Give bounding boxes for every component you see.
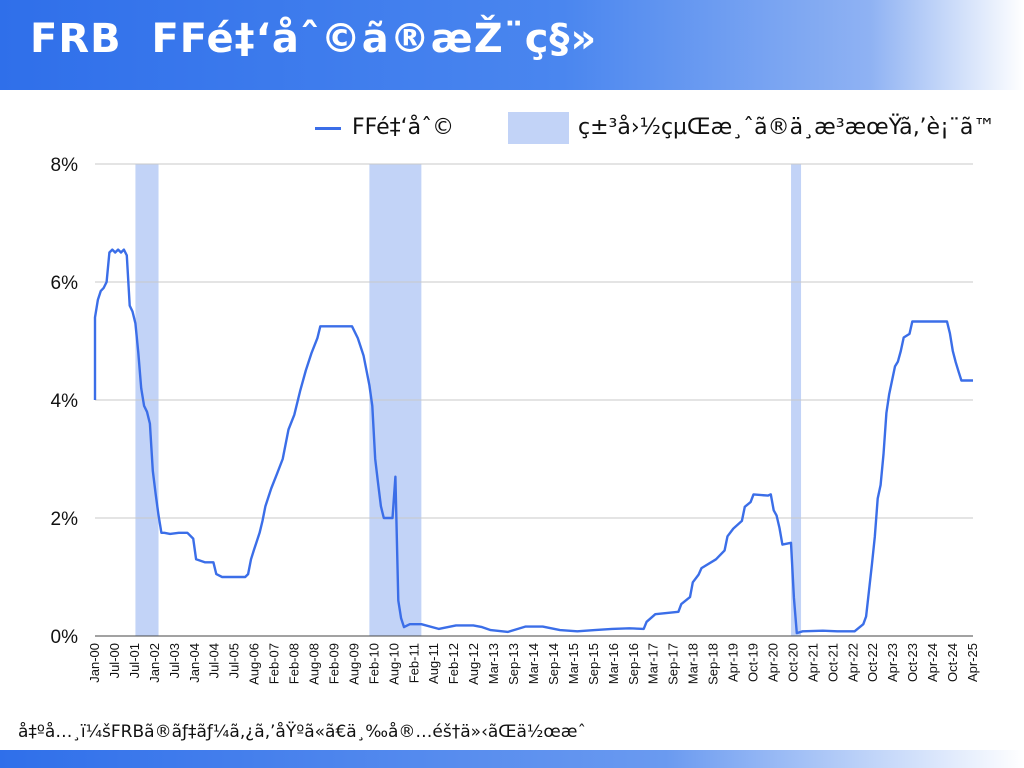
x-tick-label-24: Mar-15 (566, 643, 581, 684)
x-tick-label-38: Apr-22 (845, 643, 860, 682)
x-tick-label-17: Aug-11 (426, 643, 441, 684)
x-tick-label-19: Aug-12 (466, 643, 481, 685)
x-tick-label-23: Sep-14 (546, 643, 561, 685)
source-note: å‡ºå…¸ï¼šFRBã®ãƒ‡ãƒ¼ã‚¿ã‚’åŸºã«ã€ä¸‰å®…é… (18, 722, 586, 742)
x-tick-label-27: Sep-16 (626, 643, 641, 685)
x-tick-label-22: Mar-14 (526, 643, 541, 684)
x-tick-label-20: Mar-13 (486, 643, 501, 684)
x-tick-label-35: Oct-20 (785, 643, 800, 682)
x-tick-label-18: Feb-12 (446, 643, 461, 684)
x-tick-label-7: Jul-05 (227, 643, 242, 678)
page-title: FRB FFé‡‘åˆ©ã®æŽ¨ç§» (30, 16, 598, 62)
x-tick-label-9: Feb-07 (267, 643, 282, 684)
x-tick-label-0: Jan-00 (87, 643, 102, 683)
legend-line-swatch (315, 127, 341, 130)
legend-recession-label: ç±³å›½çµŒæ¸ˆã®ä¸æ³æœŸã‚’è¡¨ã™ (578, 115, 996, 140)
x-tick-label-1: Jul-00 (107, 643, 122, 678)
x-tick-label-31: Sep-18 (706, 643, 721, 685)
x-tick-label-43: Oct-24 (945, 643, 960, 682)
y-tick-label-0: 0% (51, 627, 79, 648)
fed-funds-rate-chart: 0% 2% 4% 6% 8% Jan-00 Jul-00 Jul-01 Jan-02 Jul-03… (51, 155, 980, 685)
legend-recession-swatch (508, 112, 569, 144)
x-tick-label-25: Sep-15 (586, 643, 601, 685)
y-tick-label-4: 8% (51, 155, 79, 176)
x-tick-label-36: Apr-21 (805, 643, 820, 682)
x-tick-label-21: Sep-13 (506, 643, 521, 685)
x-tick-label-33: Oct-19 (746, 643, 761, 682)
x-tick-label-28: Mar-17 (646, 643, 661, 684)
x-tick-label-41: Oct-23 (905, 643, 920, 682)
x-tick-label-40: Apr-23 (885, 643, 900, 682)
x-tick-label-30: Mar-18 (686, 643, 701, 684)
x-tick-label-2: Jul-01 (127, 643, 142, 678)
x-tick-label-32: Apr-19 (726, 643, 741, 682)
bottom-accent-bar (0, 750, 1024, 768)
x-tick-label-26: Mar-16 (606, 643, 621, 684)
chart-legend: FFé‡‘åˆ© ç±³å›½çµŒæ¸ˆã®ä¸æ³æœŸã‚’è¡¨ã™ (0, 112, 1024, 146)
x-tick-label-11: Aug-08 (307, 643, 322, 685)
header-banner: FRB FFé‡‘åˆ©ã®æŽ¨ç§» (0, 0, 1024, 90)
x-tick-label-14: Feb-10 (366, 643, 381, 684)
y-tick-label-2: 4% (51, 391, 79, 412)
x-tick-label-44: Apr-25 (965, 643, 980, 682)
legend-line-label: FFé‡‘åˆ© (352, 115, 455, 140)
x-tick-label-42: Apr-24 (925, 643, 940, 682)
x-tick-label-15: Aug-10 (386, 643, 401, 685)
y-tick-label-3: 6% (51, 273, 79, 294)
x-tick-label-13: Aug-09 (346, 643, 361, 685)
x-tick-label-3: Jan-02 (147, 643, 162, 683)
x-tick-label-39: Oct-22 (865, 643, 880, 682)
series-line-0 (93, 248, 973, 635)
x-tick-label-4: Jul-03 (167, 643, 182, 678)
x-tick-label-5: Jan-04 (187, 643, 202, 683)
x-tick-label-29: Sep-17 (666, 643, 681, 685)
x-tick-label-37: Oct-21 (825, 643, 840, 682)
x-tick-label-6: Jul-04 (207, 643, 222, 678)
x-tick-label-16: Feb-11 (406, 643, 421, 683)
y-tick-label-1: 2% (51, 509, 79, 530)
x-tick-label-10: Feb-08 (287, 643, 302, 684)
x-tick-label-12: Feb-09 (326, 643, 341, 684)
x-tick-label-34: Apr-20 (765, 643, 780, 682)
x-tick-label-8: Aug-06 (247, 643, 262, 685)
